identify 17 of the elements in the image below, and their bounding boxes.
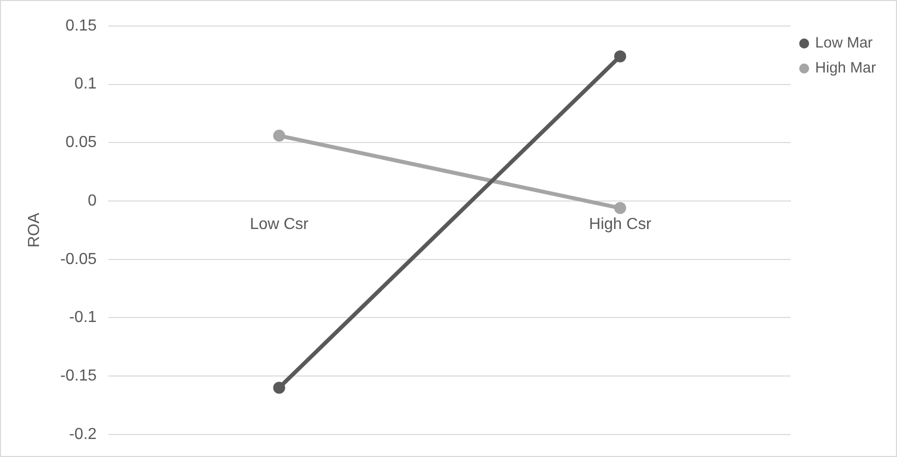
y-tick-label: -0.05 [60, 250, 97, 268]
y-tick-label: -0.15 [60, 367, 97, 384]
x-tick-label: Low Csr [250, 216, 310, 234]
y-tick-label: 0.05 [66, 134, 97, 152]
y-tick-label: 0.15 [66, 17, 97, 34]
y-tick-label: -0.1 [69, 309, 97, 326]
y-tick-label: -0.2 [69, 426, 97, 443]
y-tick-label: 0.1 [74, 76, 97, 93]
point [273, 382, 286, 394]
legend-label: High Mar [815, 60, 876, 77]
y-tick-label: 0 [88, 192, 97, 210]
y-axis-title: ROA [26, 212, 44, 248]
x-tick-label: High Csr [589, 216, 652, 234]
point [273, 130, 286, 142]
point [614, 202, 626, 214]
point [614, 50, 626, 62]
legend-label: Low Mar [815, 34, 873, 52]
